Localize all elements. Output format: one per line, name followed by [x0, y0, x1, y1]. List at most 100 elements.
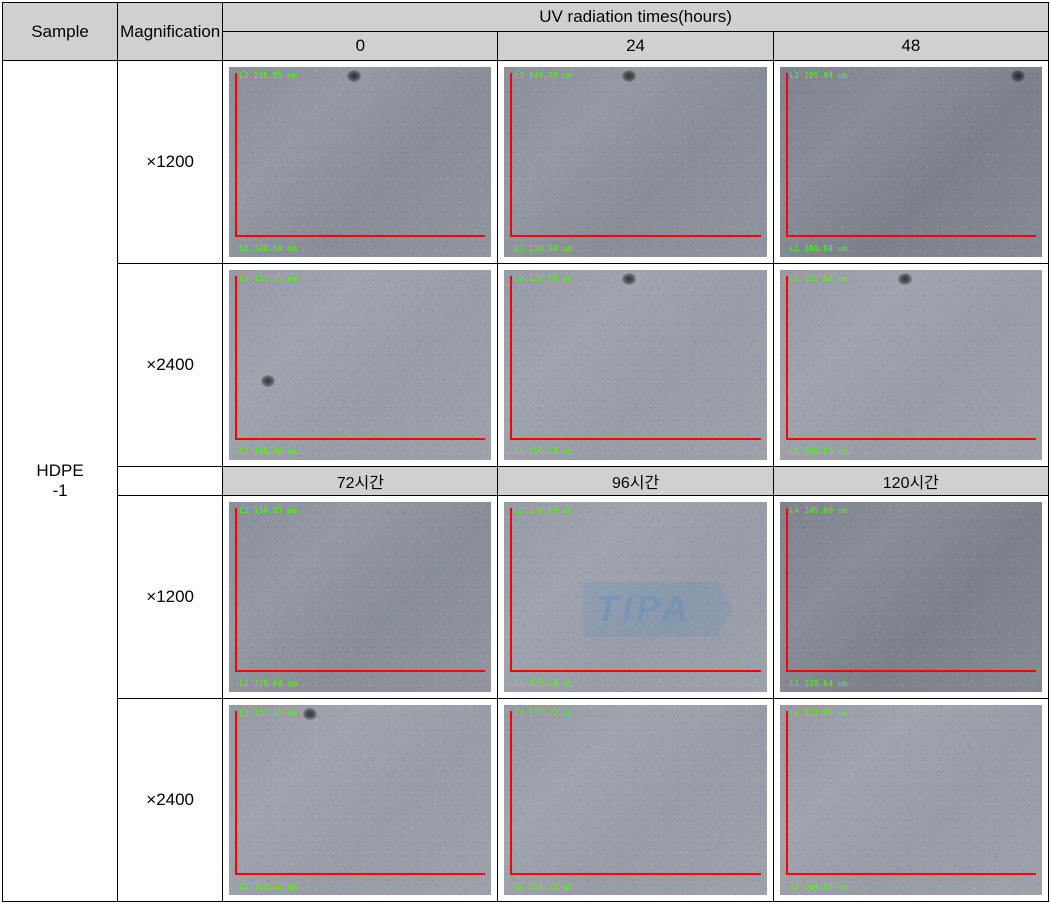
scale-label-bottom: L1 166.32 um: [239, 882, 297, 891]
micrograph-image: TIPA L2 140.89 um L1 328.64 um: [504, 502, 766, 692]
watermark-text: TIPA: [596, 588, 691, 630]
scale-line-vertical: [510, 73, 512, 237]
magnification-cell-1: ×2400: [118, 264, 223, 467]
sample-name-line1: HDPE: [36, 461, 83, 480]
scale-label-bottom: L1 328.64 um: [239, 679, 297, 688]
image-cell-0-1: L2 145.75 um L1 130.94 um: [498, 61, 773, 264]
scale-line-horizontal: [510, 873, 760, 875]
scale-label-top: L2 140.89 um: [514, 506, 572, 515]
scale-line-vertical: [786, 276, 788, 440]
dark-spot-icon: [303, 708, 317, 720]
scale-label-top: L2 127.08 um: [514, 274, 572, 283]
header-magnification: Magnification: [118, 3, 223, 61]
scale-label-bottom: L1 164.65 um: [514, 447, 572, 456]
image-cell-1-2: L2 122.91 um L1 164.65 um: [773, 264, 1048, 467]
scale-label-bottom: L1 166.46 um: [239, 447, 297, 456]
header-time-5: 120시간: [773, 467, 1048, 496]
scale-line-horizontal: [235, 873, 485, 875]
dark-spot-icon: [347, 70, 361, 82]
scale-line-horizontal: [235, 670, 485, 672]
scale-line-horizontal: [786, 438, 1036, 440]
header-time-2: 48: [773, 32, 1048, 61]
scale-label-bottom: L1 328.64 um: [790, 679, 848, 688]
scale-line-horizontal: [786, 873, 1036, 875]
scale-line-vertical: [786, 508, 788, 672]
scale-line-vertical: [235, 73, 237, 237]
micrograph-image: L2 122.32 um L1 164.32 um: [504, 705, 766, 895]
magnification-cell-2: ×1200: [118, 496, 223, 699]
header-sample: Sample: [3, 3, 118, 61]
image-cell-2-0: L2 130.81 um L1 328.64 um: [223, 496, 498, 699]
image-cell-2-1: TIPA L2 140.89 um L1 328.64 um: [498, 496, 773, 699]
scale-label-bottom: L1 180.94 um: [790, 244, 848, 253]
scale-label-top: L4 245.69 um: [790, 506, 848, 515]
dark-spot-icon: [1011, 70, 1025, 82]
header-row-1: Sample Magnification UV radiation times(…: [3, 3, 1049, 32]
image-cell-1-1: L2 127.08 um L1 164.65 um: [498, 264, 773, 467]
micrograph-image: L4 245.69 um L1 328.64 um: [780, 502, 1042, 692]
scale-label-bottom: L1 164.65 um: [790, 447, 848, 456]
scale-line-horizontal: [510, 438, 760, 440]
micrograph-image: L2 145.75 um L1 130.94 um: [504, 67, 766, 257]
scale-line-horizontal: [786, 235, 1036, 237]
data-row-1: ×2400 L3 121.15 um L1 166.46 um L2 127.0…: [3, 264, 1049, 467]
scale-label-top: L2 130.81 um: [239, 506, 297, 515]
sample-name-cell: HDPE -1: [3, 61, 118, 902]
scale-label-bottom: L1 328.64 um: [239, 244, 297, 253]
microscopy-table: Sample Magnification UV radiation times(…: [2, 2, 1049, 902]
scale-label-top: L2 122.91 um: [790, 274, 848, 283]
data-row-0: HDPE -1 ×1200 L2 225.85 um L1 328.64 um …: [3, 61, 1049, 264]
scale-label-top: L2 225.85 um: [239, 71, 297, 80]
scale-label-top: L2 121.18 um: [239, 709, 297, 718]
micrograph-image: L4 121.91 um L3 164.65 um: [780, 705, 1042, 895]
magnification-cell-0: ×1200: [118, 61, 223, 264]
micrograph-image: L2 121.18 um L1 166.32 um: [229, 705, 491, 895]
sample-name-line2: -1: [52, 481, 67, 500]
subheader-row: 72시간 96시간 120시간: [3, 467, 1049, 496]
scale-label-top: L4 121.91 um: [790, 709, 848, 718]
scale-line-vertical: [510, 508, 512, 672]
dark-spot-icon: [898, 273, 912, 285]
header-time-1: 24: [498, 32, 773, 61]
micrograph-image: L2 127.08 um L1 164.65 um: [504, 270, 766, 460]
scale-label-bottom: L1 328.64 um: [514, 679, 572, 688]
micrograph-image: L2 225.85 um L1 328.64 um: [229, 67, 491, 257]
scale-line-horizontal: [235, 235, 485, 237]
magnification-cell-3: ×2400: [118, 699, 223, 902]
header-uv-title: UV radiation times(hours): [223, 3, 1049, 32]
image-cell-2-2: L4 245.69 um L1 328.64 um: [773, 496, 1048, 699]
scale-line-vertical: [235, 508, 237, 672]
image-cell-0-0: L2 225.85 um L1 328.64 um: [223, 61, 498, 264]
scale-label-bottom: L1 130.94 um: [514, 244, 572, 253]
scale-label-bottom: L1 164.32 um: [514, 882, 572, 891]
scale-line-horizontal: [235, 438, 485, 440]
micrograph-image: L2 130.81 um L1 328.64 um: [229, 502, 491, 692]
header-time-3: 72시간: [223, 467, 498, 496]
micrograph-image: L2 185.94 um L1 180.94 um: [780, 67, 1042, 257]
data-row-2: ×1200 L2 130.81 um L1 328.64 um TIPA L2 …: [3, 496, 1049, 699]
dark-spot-icon: [261, 375, 275, 387]
image-cell-0-2: L2 185.94 um L1 180.94 um: [773, 61, 1048, 264]
micrograph-image: L3 121.15 um L1 166.46 um: [229, 270, 491, 460]
header-time-4: 96시간: [498, 467, 773, 496]
scale-line-vertical: [235, 276, 237, 440]
empty-mag-cell: [118, 467, 223, 496]
dark-spot-icon: [622, 70, 636, 82]
dark-spot-icon: [622, 273, 636, 285]
micrograph-image: L2 122.91 um L1 164.65 um: [780, 270, 1042, 460]
scale-line-horizontal: [510, 670, 760, 672]
scale-line-vertical: [786, 711, 788, 875]
image-cell-3-2: L4 121.91 um L3 164.65 um: [773, 699, 1048, 902]
scale-label-top: L2 122.32 um: [514, 709, 572, 718]
scale-line-vertical: [786, 73, 788, 237]
scale-label-top: L2 185.94 um: [790, 71, 848, 80]
image-cell-3-1: L2 122.32 um L1 164.32 um: [498, 699, 773, 902]
scale-line-horizontal: [786, 670, 1036, 672]
scale-line-horizontal: [510, 235, 760, 237]
scale-label-top: L2 145.75 um: [514, 71, 572, 80]
image-cell-3-0: L2 121.18 um L1 166.32 um: [223, 699, 498, 902]
scale-line-vertical: [510, 711, 512, 875]
scale-label-top: L3 121.15 um: [239, 274, 297, 283]
scale-line-vertical: [235, 711, 237, 875]
image-cell-1-0: L3 121.15 um L1 166.46 um: [223, 264, 498, 467]
